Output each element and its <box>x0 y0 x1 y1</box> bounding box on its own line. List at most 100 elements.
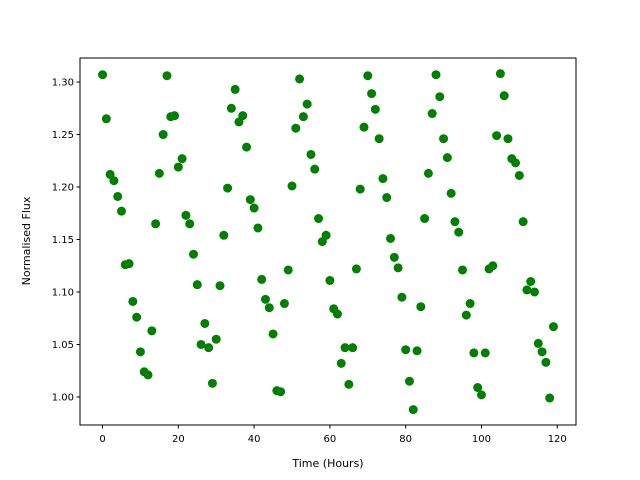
point <box>215 281 225 291</box>
y-tick-label: 1.15 <box>52 235 74 246</box>
point <box>526 276 536 286</box>
point <box>492 131 502 141</box>
point <box>135 347 145 357</box>
point <box>268 329 278 339</box>
point <box>226 103 236 113</box>
point <box>181 210 191 220</box>
point <box>427 109 437 119</box>
point <box>351 264 361 274</box>
point <box>177 154 187 164</box>
point <box>170 111 180 121</box>
point <box>344 379 354 389</box>
point <box>291 123 301 133</box>
point <box>192 280 202 290</box>
point <box>465 299 475 309</box>
point <box>287 181 297 191</box>
point <box>511 158 521 168</box>
point <box>101 114 111 124</box>
x-tick-label: 20 <box>172 434 185 445</box>
point <box>548 322 558 332</box>
point <box>355 184 365 194</box>
point <box>370 104 380 114</box>
point <box>295 74 305 84</box>
x-axis-label: Time (Hours) <box>291 457 363 470</box>
point <box>113 191 123 201</box>
point <box>393 263 403 273</box>
point <box>431 70 441 80</box>
x-tick-label: 0 <box>99 434 105 445</box>
point <box>310 164 320 174</box>
point <box>264 303 274 313</box>
point <box>158 130 168 140</box>
y-axis-label: Normalised Flux <box>20 196 33 285</box>
point <box>340 343 350 353</box>
point <box>435 92 445 102</box>
point <box>151 219 161 229</box>
point <box>154 168 164 178</box>
point <box>374 134 384 144</box>
point <box>541 357 551 367</box>
point <box>109 176 119 186</box>
y-tick-label: 1.30 <box>52 78 74 89</box>
point <box>325 275 335 285</box>
point <box>283 265 293 275</box>
point <box>314 214 324 224</box>
point <box>332 309 342 319</box>
x-tick-label: 40 <box>248 434 261 445</box>
point <box>386 233 396 243</box>
point <box>473 383 483 393</box>
point <box>404 376 414 386</box>
point <box>321 230 331 240</box>
point <box>522 285 532 295</box>
y-tick-label: 1.25 <box>52 130 74 141</box>
point <box>503 134 513 144</box>
point <box>488 261 498 271</box>
point <box>518 217 528 227</box>
y-tick-label: 1.20 <box>52 183 74 194</box>
point <box>162 71 172 81</box>
point <box>116 206 126 216</box>
point <box>260 294 270 304</box>
point <box>499 91 509 101</box>
point <box>480 348 490 358</box>
y-tick-label: 1.05 <box>52 340 74 351</box>
point <box>378 174 388 184</box>
x-tick-label: 60 <box>324 434 337 445</box>
point <box>389 252 399 262</box>
point <box>196 339 206 349</box>
point <box>439 134 449 144</box>
point <box>348 343 358 353</box>
point <box>128 296 138 306</box>
point <box>219 230 229 240</box>
point <box>446 188 456 198</box>
point <box>207 378 217 388</box>
point <box>461 310 471 320</box>
point <box>173 162 183 172</box>
point <box>545 393 555 403</box>
point <box>211 334 221 344</box>
point <box>147 326 157 336</box>
point <box>514 170 524 180</box>
point <box>363 71 373 81</box>
point <box>469 348 479 358</box>
point <box>98 70 108 80</box>
point <box>143 370 153 380</box>
point <box>204 343 214 353</box>
x-tick-label: 80 <box>399 434 412 445</box>
point <box>185 219 195 229</box>
point <box>249 203 259 213</box>
point <box>408 405 418 415</box>
point <box>257 274 267 284</box>
point <box>359 122 369 132</box>
point <box>382 193 392 203</box>
point <box>530 287 540 297</box>
point <box>298 112 308 122</box>
point <box>442 153 452 163</box>
point <box>495 69 505 79</box>
point <box>200 318 210 328</box>
point <box>454 227 464 237</box>
point <box>420 214 430 224</box>
point <box>401 345 411 355</box>
point <box>132 312 142 322</box>
point <box>223 183 233 193</box>
